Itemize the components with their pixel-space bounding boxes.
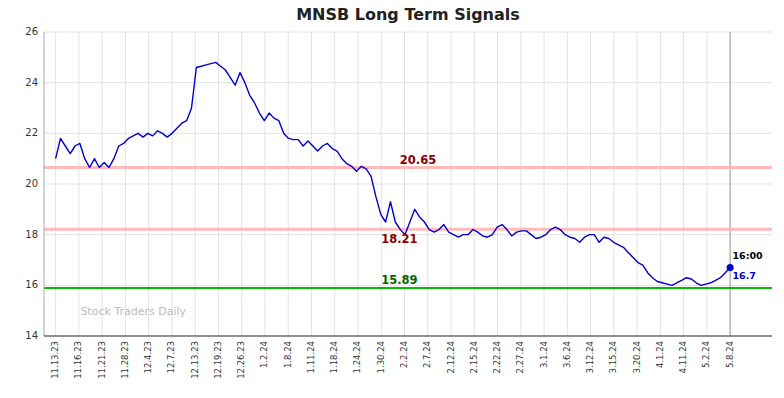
x-tick-label: 2.15.24 — [469, 341, 479, 373]
x-tick-label: 11.16.23 — [73, 341, 83, 379]
x-grid-line — [660, 32, 661, 336]
x-axis-line — [44, 335, 772, 336]
x-tick-label: 1.24.24 — [352, 341, 362, 373]
x-grid-line — [148, 32, 149, 336]
last-price-label: 16.7 — [732, 270, 755, 281]
y-tick-label: 22 — [25, 127, 38, 138]
x-tick-label: 3.20.24 — [632, 341, 642, 373]
reference-label: 15.89 — [381, 273, 417, 287]
x-grid-line — [171, 32, 172, 336]
reference-label: 18.21 — [381, 232, 417, 246]
x-grid-line — [102, 32, 103, 336]
y-axis-line — [44, 32, 45, 336]
x-tick-label: 11.28.23 — [120, 341, 130, 379]
x-grid-line — [404, 32, 405, 336]
watermark: Stock Traders Daily — [80, 305, 186, 318]
chart: MNSB Long Term Signals Stock Traders Dail… — [0, 0, 784, 398]
x-tick-label: 12.13.23 — [190, 341, 200, 379]
x-grid-line — [706, 32, 707, 336]
x-grid-line — [474, 32, 475, 336]
x-grid-line — [381, 32, 382, 336]
x-grid-line — [683, 32, 684, 336]
x-grid-line — [427, 32, 428, 336]
y-tick-label: 14 — [25, 330, 38, 341]
y-grid-line — [44, 336, 772, 337]
x-tick-label: 12.26.23 — [236, 341, 246, 379]
y-tick-label: 20 — [25, 178, 38, 189]
x-grid-line — [264, 32, 265, 336]
x-grid-line — [357, 32, 358, 336]
x-grid-line — [288, 32, 289, 336]
x-tick-label: 1.30.24 — [376, 341, 386, 373]
x-tick-label: 5.2.24 — [701, 341, 711, 368]
x-tick-label: 4.11.24 — [678, 341, 688, 373]
price-line — [56, 62, 731, 285]
x-grid-line — [451, 32, 452, 336]
x-tick-label: 2.27.24 — [515, 341, 525, 373]
reference-label: 20.65 — [400, 153, 436, 167]
last-date-line — [730, 32, 731, 336]
y-tick-label: 24 — [25, 77, 38, 88]
x-grid-line — [125, 32, 126, 336]
grid — [44, 32, 772, 336]
x-tick-label: 2.2.24 — [399, 341, 409, 368]
y-tick-label: 18 — [25, 229, 38, 240]
title: MNSB Long Term Signals — [296, 5, 520, 24]
x-grid-line — [567, 32, 568, 336]
x-tick-label: 3.6.24 — [562, 341, 572, 368]
x-grid-line — [334, 32, 335, 336]
x-tick-label: 12.19.23 — [213, 341, 223, 379]
x-tick-label: 11.21.23 — [97, 341, 107, 379]
x-grid-line — [311, 32, 312, 336]
x-tick-label: 3.1.24 — [539, 341, 549, 368]
x-grid-line — [613, 32, 614, 336]
x-grid-line — [520, 32, 521, 336]
x-tick-label: 12.7.23 — [166, 341, 176, 373]
x-grid-line — [544, 32, 545, 336]
y-grid-line — [44, 82, 772, 83]
y-grid-line — [44, 133, 772, 134]
x-grid-line — [730, 32, 731, 336]
x-tick-label: 2.7.24 — [422, 341, 432, 368]
x-grid-line — [78, 32, 79, 336]
x-tick-label: 4.1.24 — [655, 341, 665, 368]
y-tick-label: 16 — [25, 279, 38, 290]
x-grid-line — [637, 32, 638, 336]
x-grid-line — [55, 32, 56, 336]
y-grid-line — [44, 32, 772, 33]
last-time-label: 16:00 — [732, 250, 763, 261]
x-tick-label: 1.2.24 — [259, 341, 269, 368]
y-grid-line — [44, 184, 772, 185]
plot-area — [44, 62, 772, 288]
x-tick-label: 2.12.24 — [446, 341, 456, 373]
x-grid-line — [497, 32, 498, 336]
x-tick-label: 1.8.24 — [283, 341, 293, 368]
x-tick-label: 3.15.24 — [608, 341, 618, 373]
x-tick-label: 1.11.24 — [306, 341, 316, 373]
x-grid-line — [218, 32, 219, 336]
x-tick-label: 12.4.23 — [143, 341, 153, 373]
x-tick-label: 2.22.24 — [492, 341, 502, 373]
x-tick-label: 11.13.23 — [50, 341, 60, 379]
y-tick-label: 26 — [25, 26, 38, 37]
x-tick-label: 5.8.24 — [725, 341, 735, 368]
x-grid-line — [590, 32, 591, 336]
x-tick-label: 3.12.24 — [585, 341, 595, 373]
reference-line — [44, 287, 772, 289]
x-tick-label: 1.18.24 — [329, 341, 339, 373]
